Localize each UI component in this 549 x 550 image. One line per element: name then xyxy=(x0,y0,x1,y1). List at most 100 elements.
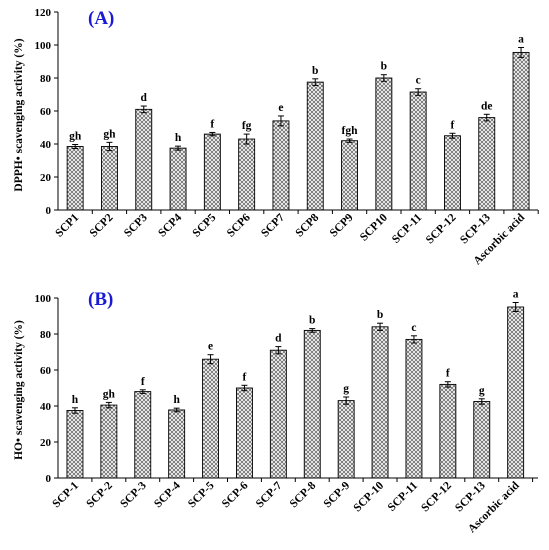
chart-b-sig-letter: h xyxy=(72,394,79,406)
chart-b-sig-letter: gh xyxy=(103,388,116,400)
chart-a-bar xyxy=(444,135,461,211)
chart-a-category-label: SCP-13 xyxy=(458,211,493,246)
chart-b-ytick-label: 80 xyxy=(40,329,52,341)
chart-a-sig-letter: fg xyxy=(242,120,252,132)
chart-b-category-label: SCP-5 xyxy=(186,479,217,510)
chart-a-title: (A) xyxy=(88,8,114,29)
chart-a-bar xyxy=(100,146,118,211)
chart-b-sig-letter: g xyxy=(479,385,485,397)
chart-b-bar xyxy=(303,329,321,479)
chart-b-ytick-label: 60 xyxy=(40,365,52,377)
chart-a-category-label: SCP1 xyxy=(53,211,81,239)
chart-a-sig-letter: h xyxy=(175,132,182,144)
chart-a-category-label: SCP-12 xyxy=(424,211,459,246)
chart-b-category-label: SCP-6 xyxy=(220,479,251,510)
chart-a-sig-letter: fgh xyxy=(342,125,359,137)
chart-b-bar xyxy=(405,338,423,479)
chart-b-bar xyxy=(439,383,457,479)
chart-a-sig-letter: a xyxy=(518,33,524,45)
chart-a-ylabel: DPPH• scavenging activity (%) xyxy=(13,38,25,191)
chart-a-ytick-label: 60 xyxy=(40,106,52,118)
chart-b-sig-letter: f xyxy=(446,368,450,380)
chart-a-category-label: SCP4 xyxy=(156,211,184,239)
chart-a-bar xyxy=(512,51,530,211)
chart-a-sig-letter: e xyxy=(278,102,283,114)
chart-b-sig-letter: a xyxy=(513,289,519,301)
chart-b-ytick-label: 0 xyxy=(46,473,52,485)
chart-a-bar xyxy=(409,91,427,211)
chart-a-bar xyxy=(478,117,496,211)
chart-b-plot: 0 20 40 60 80 100 h SCP-1 gh SCP-2 f SCP-3 h SCP-4 e SC… xyxy=(35,289,538,535)
chart-b-bar xyxy=(371,326,389,479)
chart-b-category-label: SCP-10 xyxy=(351,479,386,514)
chart-a-bar xyxy=(375,77,393,211)
chart-a-sig-letter: gh xyxy=(103,128,116,140)
chart-a-plot: 0 20 40 60 80 100 120 gh SCP1 gh SCP2 d SCP3 h SCP4 f SC… xyxy=(35,7,539,267)
chart-b-bar xyxy=(202,358,220,479)
chart-b-category-label: SCP-1 xyxy=(50,479,81,510)
chart-panel-a: (A) DPPH• scavenging activity (%) 0 20 40 6… xyxy=(13,7,539,267)
chart-a-ytick-label: 20 xyxy=(40,172,52,184)
chart-b-category-label: SCP-8 xyxy=(288,479,319,510)
chart-b-category-label: SCP-4 xyxy=(152,479,183,510)
chart-a-category-label: SCP10 xyxy=(358,211,390,243)
chart-b-bar xyxy=(168,409,186,479)
chart-b-sig-letter: f xyxy=(243,371,247,383)
chart-b-bar xyxy=(134,391,152,479)
chart-a-sig-letter: gh xyxy=(69,130,82,142)
chart-a-bar xyxy=(272,120,290,211)
chart-a-sig-letter: b xyxy=(312,65,318,77)
chart-a-ytick-label: 80 xyxy=(40,73,52,85)
chart-b-category-label: SCP-11 xyxy=(386,479,420,513)
chart-b-sig-letter: e xyxy=(208,341,213,353)
chart-b-sig-letter: g xyxy=(343,383,349,395)
chart-a-category-label: SCP9 xyxy=(328,211,356,239)
chart-panel-b: (B) HO• scavenging activity (%) 0 20 40 60 8… xyxy=(13,289,538,535)
chart-b-ylabel: HO• scavenging activity (%) xyxy=(13,320,25,460)
chart-a-sig-letter: de xyxy=(481,100,493,112)
chart-a-category-label: SCP3 xyxy=(122,211,150,239)
chart-a-ytick-label: 40 xyxy=(40,139,52,151)
chart-b-title: (B) xyxy=(88,289,113,310)
chart-a-sig-letter: f xyxy=(210,118,214,130)
chart-b-category-label: SCP-9 xyxy=(322,479,353,510)
chart-b-ytick-label: 100 xyxy=(35,293,52,305)
chart-a-ytick-label: 120 xyxy=(35,7,52,19)
chart-a-category-label: SCP7 xyxy=(259,211,287,239)
chart-b-bar xyxy=(235,387,253,479)
chart-b-sig-letter: d xyxy=(275,333,282,345)
chart-a-ytick-label: 0 xyxy=(46,205,52,217)
chart-a-category-label: SCP6 xyxy=(225,211,253,239)
chart-a-sig-letter: b xyxy=(381,61,387,73)
chart-b-sig-letter: b xyxy=(377,309,383,321)
chart-a-bar xyxy=(341,140,358,211)
chart-a-bar xyxy=(203,133,221,211)
chart-a-ytick-label: 100 xyxy=(35,40,52,52)
chart-b-sig-letter: b xyxy=(309,315,315,327)
chart-b-bar xyxy=(473,401,491,479)
chart-b-category-label: SCP-7 xyxy=(254,479,285,510)
chart-b-category-label: SCP-2 xyxy=(84,479,115,510)
chart-a-category-label: SCP5 xyxy=(191,211,219,239)
chart-b-ytick-label: 20 xyxy=(40,437,52,449)
chart-a-bar xyxy=(135,108,153,211)
chart-a-category-label: SCP2 xyxy=(88,211,116,239)
chart-a-category-label: SCP8 xyxy=(293,211,321,239)
chart-b-ytick-label: 40 xyxy=(40,401,52,413)
chart-a-bar xyxy=(169,147,187,211)
chart-b-category-label: SCP-12 xyxy=(419,479,454,514)
chart-b-sig-letter: h xyxy=(173,394,180,406)
chart-b-bar xyxy=(100,404,118,479)
chart-b-bar xyxy=(507,306,525,479)
chart-a-bar xyxy=(238,138,256,211)
chart-b-bar xyxy=(269,349,287,479)
chart-a-bar xyxy=(66,146,84,211)
chart-a-sig-letter: f xyxy=(451,119,455,131)
chart-a-bar xyxy=(306,81,324,211)
chart-a-sig-letter: d xyxy=(141,92,148,104)
chart-a-sig-letter: c xyxy=(416,75,421,87)
chart-b-sig-letter: f xyxy=(141,376,145,388)
chart-b-category-label: SCP-3 xyxy=(118,479,149,510)
chart-b-sig-letter: c xyxy=(411,322,416,334)
